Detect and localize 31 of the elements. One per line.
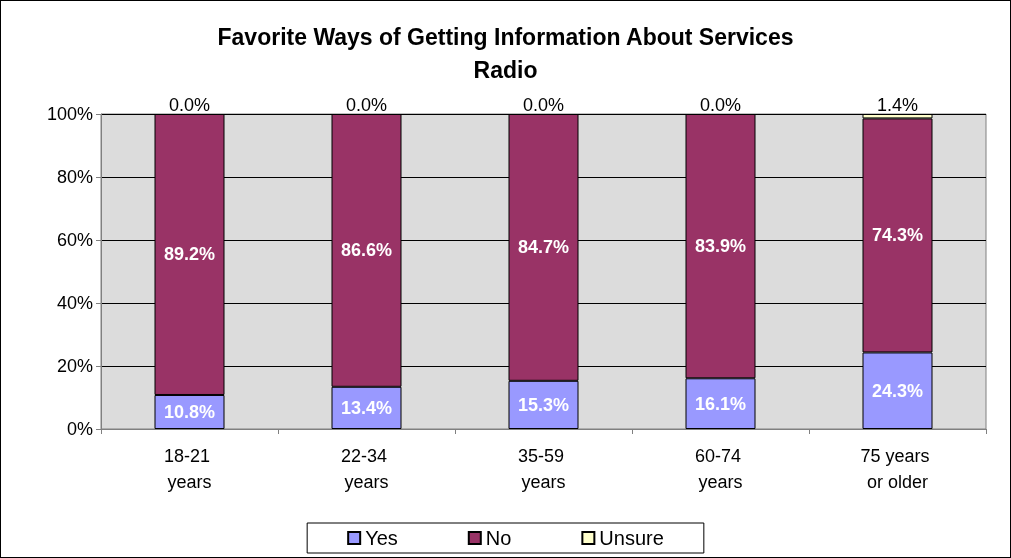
data-label: 13.4% — [340, 397, 393, 418]
data-label: 0.0% — [522, 95, 565, 115]
x-tick-label: 35-59 years — [517, 446, 570, 492]
data-label: 15.3% — [517, 394, 570, 415]
data-label: 89.2% — [163, 244, 216, 265]
y-tick-label: 100% — [46, 104, 93, 124]
data-label: 83.9% — [694, 236, 747, 257]
data-label: 74.3% — [871, 225, 924, 246]
data-label: 84.7% — [517, 237, 570, 258]
legend-label: No — [485, 527, 512, 549]
x-tick-label: 18-21 years — [163, 446, 216, 492]
y-tick-label: 60% — [56, 230, 93, 250]
data-label: 86.6% — [340, 240, 393, 261]
y-tick-label: 40% — [56, 293, 93, 313]
data-label: 16.1% — [694, 393, 747, 414]
data-label: 1.4% — [876, 95, 919, 115]
y-tick-label: 0% — [66, 419, 93, 439]
data-label: 0.0% — [168, 95, 211, 115]
data-label: 0.0% — [345, 95, 388, 115]
x-tick-label: 22-34 years — [340, 446, 393, 492]
x-tick-label: 60-74 years — [694, 446, 747, 492]
chart-title: Favorite Ways of Getting Information About Services — [217, 23, 794, 50]
data-label: 0.0% — [699, 95, 742, 115]
data-label: 24.3% — [871, 380, 924, 401]
x-tick-label: 75 years or older — [860, 446, 935, 492]
legend-label: Yes — [365, 527, 398, 549]
y-tick-label: 20% — [56, 356, 93, 376]
legend-label: Unsure — [599, 527, 664, 549]
data-label: 10.8% — [163, 401, 216, 422]
y-tick-label: 80% — [56, 167, 93, 187]
chart-subtitle: Radio — [473, 56, 538, 83]
